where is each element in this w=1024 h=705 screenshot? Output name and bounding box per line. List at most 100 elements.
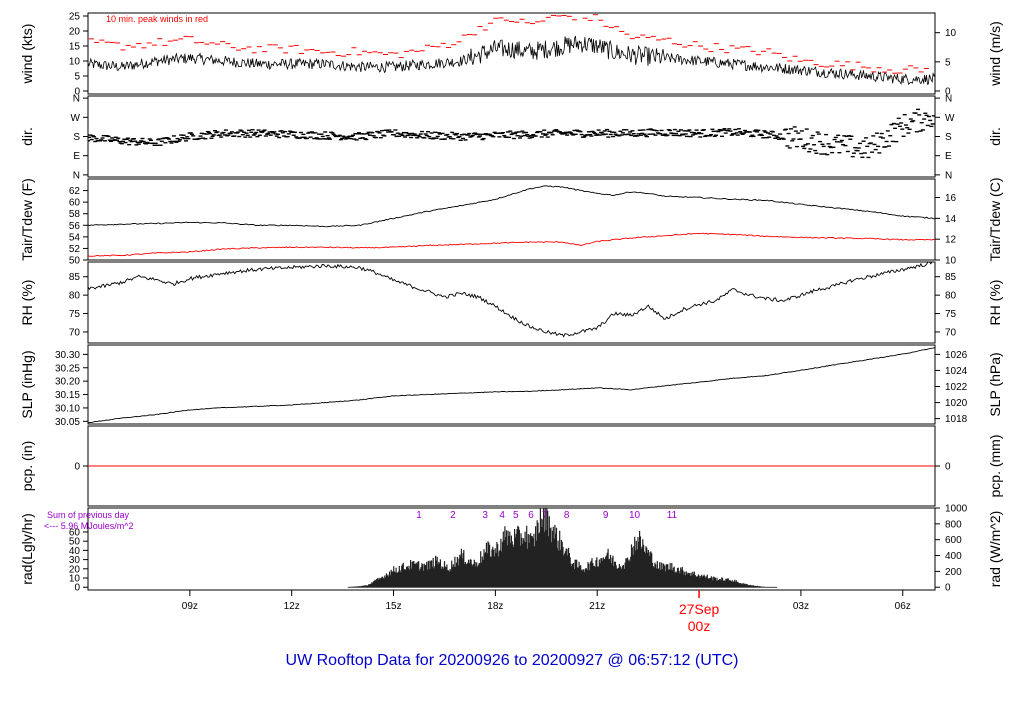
relative-humidity-line bbox=[88, 262, 935, 338]
left-axis-label: Tair/Tdew (F) bbox=[19, 178, 35, 260]
left-tick-label: 30.30 bbox=[55, 350, 80, 361]
right-axis-label: pcp. (mm) bbox=[987, 435, 1003, 498]
right-tick-label: 400 bbox=[945, 551, 962, 562]
left-tick-label: 10 bbox=[69, 57, 81, 68]
panel-frame bbox=[87, 95, 936, 178]
left-tick-label: N bbox=[73, 94, 80, 105]
left-tick-label: 25 bbox=[69, 12, 81, 23]
left-axis-label: RH (%) bbox=[19, 280, 35, 326]
hour-label: 1 bbox=[416, 510, 422, 521]
left-tick-label: 80 bbox=[69, 291, 81, 302]
left-tick-label: 85 bbox=[69, 272, 81, 283]
x-tick-label: 21z bbox=[589, 601, 605, 612]
right-tick-label: 70 bbox=[945, 327, 957, 338]
x-tick-label: 18z bbox=[487, 601, 503, 612]
series-line-tdew bbox=[88, 232, 935, 257]
hour-label: 11 bbox=[667, 510, 678, 521]
radiation-note-line2: <--- 5.96 MJoules/m^2 bbox=[44, 521, 134, 531]
right-tick-label: N bbox=[945, 94, 952, 105]
right-tick-label: 16 bbox=[945, 193, 957, 204]
left-axis-label: pcp. (in) bbox=[19, 441, 35, 492]
x-tick-label: 09z bbox=[182, 601, 198, 612]
right-tick-label: 5 bbox=[945, 57, 951, 68]
left-tick-label: 60 bbox=[69, 198, 81, 209]
left-tick-label: 30 bbox=[69, 555, 81, 566]
right-tick-label: 200 bbox=[945, 567, 962, 578]
right-axis-label: SLP (hPa) bbox=[987, 352, 1003, 416]
right-tick-label: E bbox=[945, 151, 952, 162]
hour-label: 5 bbox=[513, 510, 519, 521]
right-tick-label: 10 bbox=[945, 28, 957, 39]
hour-label: 3 bbox=[482, 510, 488, 521]
right-tick-label: 0 bbox=[945, 462, 951, 473]
left-tick-label: 75 bbox=[69, 309, 81, 320]
left-tick-label: E bbox=[73, 151, 80, 162]
panel-frame bbox=[87, 344, 936, 425]
panel-frame bbox=[87, 12, 936, 95]
right-tick-label: 10 bbox=[945, 256, 957, 267]
panel-frame bbox=[87, 261, 936, 344]
left-tick-label: 20 bbox=[69, 27, 81, 38]
left-tick-label: N bbox=[73, 170, 80, 181]
date-label: 27Sep bbox=[679, 601, 720, 617]
left-tick-label: 0 bbox=[74, 87, 80, 98]
right-tick-label: 0 bbox=[945, 87, 951, 98]
left-tick-label: 70 bbox=[69, 327, 81, 338]
radiation-bars bbox=[348, 508, 767, 588]
left-tick-label: 10 bbox=[69, 574, 81, 585]
left-tick-label: 5 bbox=[74, 72, 80, 83]
left-tick-label: 20 bbox=[69, 564, 81, 575]
left-tick-label: 30.10 bbox=[55, 403, 80, 414]
hour-label: 7 bbox=[542, 510, 548, 521]
right-axis-label: wind (m/s) bbox=[987, 21, 1003, 87]
panel-radiation: 010203040506002004006008001000rad(Lgly/h… bbox=[19, 504, 1003, 594]
date-time-label: 00z bbox=[688, 618, 711, 634]
right-axis-label: dir. bbox=[987, 127, 1003, 146]
right-tick-label: N bbox=[945, 170, 952, 181]
figure-title: UW Rooftop Data for 20200926 to 20200927… bbox=[286, 652, 739, 669]
hour-label: 2 bbox=[450, 510, 456, 521]
panel-frame bbox=[87, 178, 936, 261]
panel-relative-humidity: 70 75 80 85 70 75 80 85 RH (%) RH (%) bbox=[19, 261, 1003, 344]
series-line-tair bbox=[88, 185, 935, 228]
left-axis-label: rad(Lgly/hr) bbox=[19, 513, 35, 585]
left-tick-label: 54 bbox=[69, 232, 81, 243]
right-tick-label: 0 bbox=[945, 583, 951, 594]
plot-area-sea-level-pressure bbox=[88, 347, 935, 424]
right-tick-label: 12 bbox=[945, 235, 957, 246]
right-tick-label: W bbox=[945, 113, 955, 124]
right-tick-label: 1018 bbox=[945, 414, 968, 425]
left-tick-label: 58 bbox=[69, 209, 81, 220]
left-tick-label: W bbox=[71, 113, 81, 124]
plot-area-temperature bbox=[88, 185, 935, 257]
right-axis-label: Tair/Tdew (C) bbox=[987, 177, 1003, 261]
hour-label: 6 bbox=[528, 510, 534, 521]
right-tick-label: S bbox=[945, 132, 952, 143]
right-tick-label: 1020 bbox=[945, 398, 968, 409]
panel-wind: 0 5 10 15 20 25 0 5 10 wind (kts) wind (m/s) 10 min… bbox=[19, 12, 1003, 98]
right-tick-label: 800 bbox=[945, 519, 962, 530]
right-tick-label: 1026 bbox=[945, 350, 968, 361]
right-axis-label: RH (%) bbox=[987, 280, 1003, 326]
left-tick-label: 56 bbox=[69, 221, 81, 232]
left-tick-label: 30.15 bbox=[55, 390, 80, 401]
hour-label: 4 bbox=[499, 510, 505, 521]
hour-label: 9 bbox=[603, 510, 609, 521]
peak-wind-annotation: 10 min. peak winds in red bbox=[106, 14, 208, 24]
left-tick-label: 50 bbox=[69, 537, 81, 548]
right-tick-label: 80 bbox=[945, 291, 957, 302]
panel-precipitation: 0 0 pcp. (in) pcp. (mm) bbox=[19, 425, 1003, 507]
right-tick-label: 85 bbox=[945, 272, 957, 283]
left-axis-label: dir. bbox=[19, 127, 35, 146]
plot-area-radiation bbox=[347, 508, 778, 588]
right-axis-label: rad (W/m^2) bbox=[987, 511, 1003, 588]
right-tick-label: 75 bbox=[945, 309, 957, 320]
plot-area-direction bbox=[88, 108, 935, 159]
left-tick-label: 30.20 bbox=[55, 377, 80, 388]
left-axis-label: SLP (inHg) bbox=[19, 350, 35, 418]
x-tick-label: 12z bbox=[284, 601, 300, 612]
